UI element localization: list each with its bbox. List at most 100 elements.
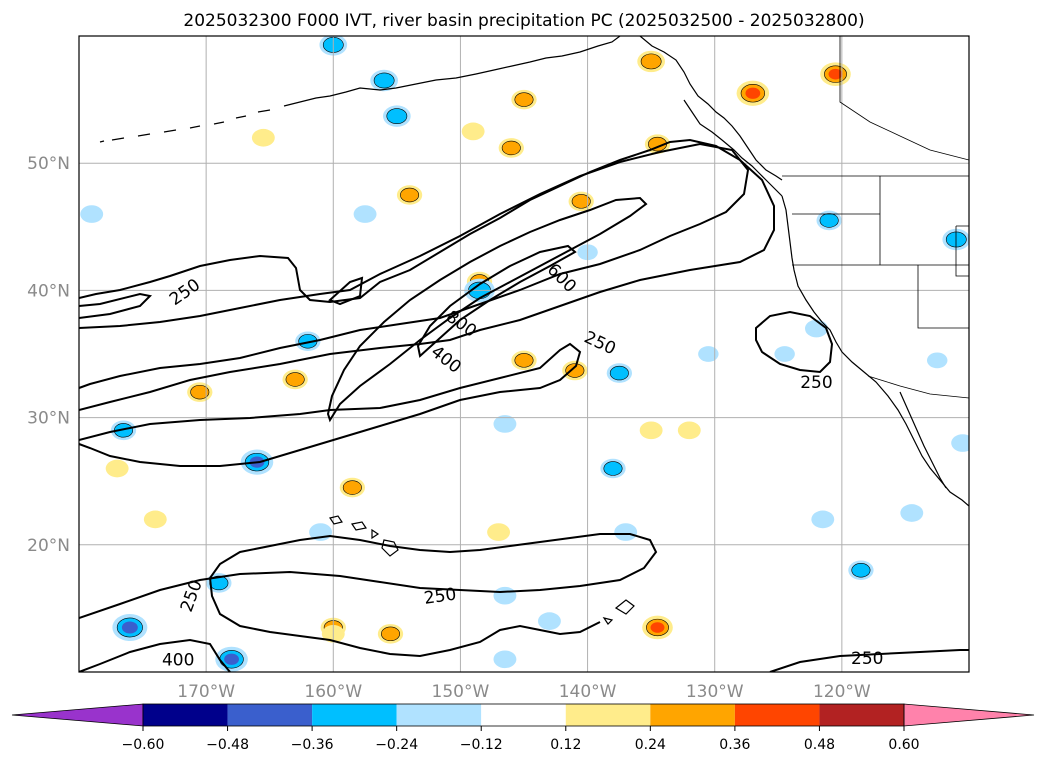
map-frame <box>78 35 970 673</box>
colorbar-extend-min <box>11 703 144 727</box>
baja-california-coastline <box>899 391 947 489</box>
coastlines <box>99 36 969 625</box>
lat-tick-label: 20°N <box>27 536 70 556</box>
precip-patch <box>848 560 874 581</box>
ivt-contour-250-southeast <box>769 649 969 672</box>
precip-patch <box>736 80 770 106</box>
chart-title: 2025032300 F000 IVT, river basin precipi… <box>183 11 864 31</box>
precip-patch <box>143 510 167 529</box>
colorbar-tick-label: 0.60 <box>888 737 919 753</box>
colorbar-tick-label: 0.36 <box>719 737 750 753</box>
contour-label: 250 <box>851 649 883 669</box>
lon-tick-label: 140°W <box>559 682 617 702</box>
colorbar-tick-label: −0.24 <box>375 737 418 753</box>
precip-patch <box>562 360 588 381</box>
ivt-contour-250-south <box>79 533 658 658</box>
precip-patch <box>639 421 663 440</box>
precip-patch <box>282 369 308 390</box>
ivt-contour-250-lower <box>79 342 582 467</box>
ivt-contour-400-bump <box>328 276 364 306</box>
contour-label: 600 <box>543 260 580 297</box>
colorbar-tick-label: −0.12 <box>460 737 503 753</box>
precip-patch <box>568 191 594 212</box>
precip-patch <box>353 205 377 223</box>
colorbar-segment <box>312 704 397 726</box>
lon-tick-label: 170°W <box>177 682 235 702</box>
precip-patch <box>339 477 366 498</box>
lon-tick-label: 130°W <box>686 682 744 702</box>
contour-label: 400 <box>427 342 465 378</box>
precip-patch <box>637 50 666 73</box>
precip-patch <box>698 346 719 362</box>
lon-tick-label: 120°W <box>813 682 871 702</box>
us-mexico-border <box>867 375 969 399</box>
colorbar-segment <box>565 704 651 726</box>
lon-tick-label: 150°W <box>432 682 490 702</box>
ivt-contour-250-main <box>79 138 775 411</box>
precip-patch <box>511 89 537 110</box>
precip-patch <box>493 586 517 605</box>
precip-patch <box>377 624 404 644</box>
precip-patch <box>606 363 633 383</box>
precip-patch <box>600 458 626 479</box>
precip-patch <box>80 205 104 223</box>
colorbar-segment <box>143 704 228 726</box>
lon-tick-label: 160°W <box>304 682 362 702</box>
colorbar-tick-label: 0.24 <box>635 737 666 753</box>
alaska-peninsula <box>283 36 621 107</box>
aleutian-islands <box>99 109 271 143</box>
precip-patch <box>396 185 423 205</box>
precip-patch <box>493 650 517 669</box>
precip-patch <box>804 319 828 338</box>
us-west-coastline <box>781 195 969 507</box>
ivt-contour-250-upper-west <box>79 292 153 319</box>
british-columbia-coastline <box>683 99 783 197</box>
precip-patch <box>382 105 411 127</box>
contour-label: 250 <box>177 577 207 614</box>
colorbar-tick-label: −0.60 <box>122 737 165 753</box>
precip-patch <box>614 523 638 541</box>
precip-patch <box>487 523 511 541</box>
precip-patch <box>820 62 851 86</box>
colorbar-segment <box>650 704 735 726</box>
contour-label: 250 <box>581 328 619 360</box>
precipitation-pc-shading <box>80 36 969 672</box>
ivt-contour-250-east <box>755 310 834 374</box>
precip-patch <box>816 210 842 231</box>
lat-tick-label: 50°N <box>27 154 70 174</box>
colorbar-segment <box>227 704 313 726</box>
ivt-contour-400-inner <box>326 196 648 423</box>
precip-patch <box>493 415 517 433</box>
ivt-contour-400-outer <box>79 142 750 389</box>
colorbar-segment <box>819 704 904 726</box>
precip-patch <box>926 352 948 369</box>
precip-patch <box>537 612 561 630</box>
precip-patch <box>112 613 148 641</box>
precip-patch <box>187 382 213 402</box>
alaska-coastline <box>639 36 969 181</box>
gridlines <box>79 36 969 672</box>
hawaii-islands <box>329 515 399 557</box>
precip-patch <box>642 615 673 640</box>
colorbar-segment <box>734 704 820 726</box>
colorbar-tick-label: −0.48 <box>206 737 249 753</box>
ivt-contour-600 <box>416 244 577 358</box>
axis-tick-labels: 170°W 160°W 150°W 140°W 130°W 120°W 20°N 30°N 40… <box>27 154 871 702</box>
precip-patch <box>511 350 537 371</box>
precip-patch <box>251 128 275 147</box>
lat-tick-label: 30°N <box>27 409 70 429</box>
precip-patch <box>370 69 399 92</box>
contour-label: 400 <box>162 650 194 670</box>
colorbar-tick-label: 0.12 <box>550 737 581 753</box>
lat-tick-label: 40°N <box>27 281 70 301</box>
ivt-contours <box>79 138 969 672</box>
contour-label: 250 <box>800 373 832 393</box>
colorbar-frame <box>142 703 905 727</box>
colorbar-extend-max <box>903 703 1035 727</box>
precip-patch <box>900 504 924 522</box>
precip-patch <box>295 331 321 352</box>
precip-patch <box>811 510 835 529</box>
